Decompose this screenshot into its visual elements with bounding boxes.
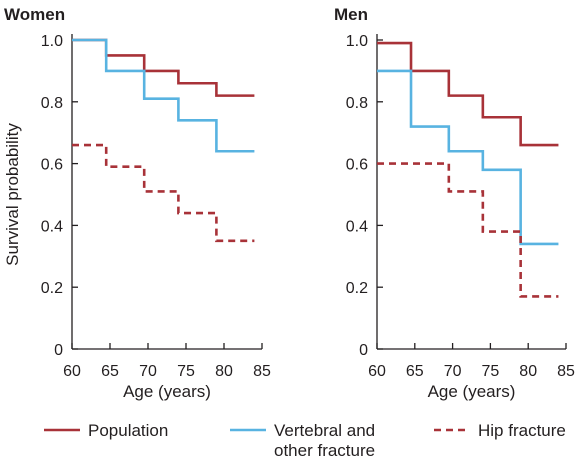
- y-tick-label: 0.2: [41, 280, 63, 297]
- y-tick-label: 0.6: [346, 157, 368, 174]
- x-axis-label: Age (years): [428, 382, 516, 401]
- legend-label: Vertebral and: [274, 421, 375, 440]
- x-tick-label: 80: [519, 363, 537, 380]
- y-tick-label: 0: [54, 342, 63, 359]
- series-line-hip-fracture: [72, 143, 255, 243]
- panel-men: Men 0 0.2 0.4 0.6 0.8 1.0 60 65 70 75 80 85 Age (year…: [334, 5, 575, 401]
- panel-women: Women 0 0.2 0.4 0.6 0.8 1.0 60 65 70 75 80 85 Age (ye…: [3, 5, 271, 401]
- y-tick-label: 0.8: [346, 95, 368, 112]
- y-tick-label: 1.0: [346, 33, 368, 50]
- y-tick-label: 0.2: [346, 280, 368, 297]
- x-tick-label: 60: [368, 363, 386, 380]
- panel-title: Women: [4, 5, 65, 24]
- y-tick-label: 0.8: [41, 95, 63, 112]
- x-axis-label: Age (years): [123, 382, 211, 401]
- y-tick-label: 0: [359, 342, 368, 359]
- legend-label: Hip fracture: [478, 421, 566, 440]
- series-line-population: [377, 41, 559, 147]
- panel-title: Men: [334, 5, 368, 24]
- series-line-vertebral-and-other-fracture: [72, 38, 255, 153]
- x-tick-label: 70: [139, 363, 157, 380]
- x-tick-label: 65: [101, 363, 119, 380]
- series-line-vertebral-and-other-fracture: [377, 69, 559, 246]
- x-tick-label: 75: [177, 363, 195, 380]
- y-axis-label: Survival probability: [3, 123, 22, 266]
- y-tick-label: 0.4: [346, 218, 368, 235]
- legend-label: Population: [88, 421, 168, 440]
- legend-label: other fracture: [274, 441, 375, 460]
- x-tick-label: 85: [557, 363, 575, 380]
- series-line-population: [72, 38, 255, 97]
- x-tick-label: 75: [482, 363, 500, 380]
- y-tick-label: 1.0: [41, 33, 63, 50]
- x-tick-label: 65: [406, 363, 424, 380]
- y-tick-label: 0.4: [41, 218, 63, 235]
- y-tick-label: 0.6: [41, 157, 63, 174]
- x-tick-label: 85: [253, 363, 271, 380]
- series-line-hip-fracture: [377, 162, 559, 298]
- x-tick-label: 70: [444, 363, 462, 380]
- x-tick-label: 80: [215, 363, 233, 380]
- x-tick-label: 60: [63, 363, 81, 380]
